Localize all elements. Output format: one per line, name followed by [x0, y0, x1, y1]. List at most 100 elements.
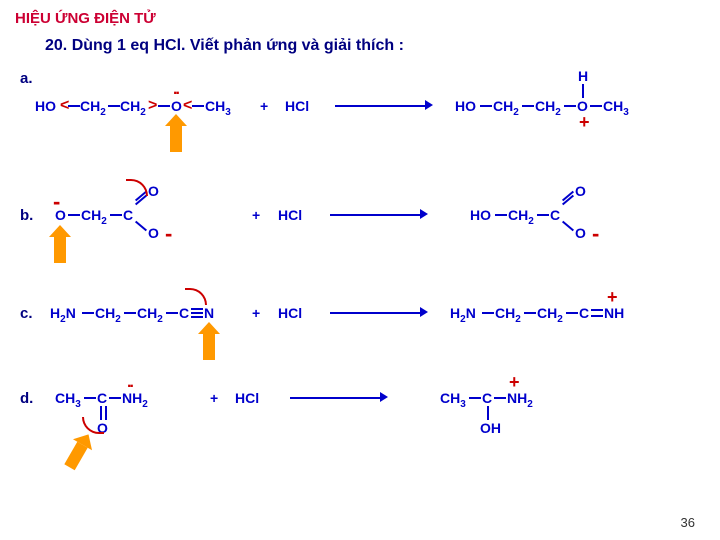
c-l-n: N	[204, 305, 214, 321]
b-r-b2	[537, 214, 549, 216]
a-r-b2	[522, 105, 534, 107]
a-lone-pair: ..	[173, 81, 178, 99]
d-l-ch3: CH3	[55, 390, 81, 410]
a-r-ch2-2: CH2	[535, 98, 561, 118]
c-l-c: C	[179, 305, 189, 321]
b-r-o-top: O	[575, 183, 586, 199]
b-r-so	[562, 221, 574, 232]
c-b3	[166, 312, 178, 314]
d-r-b1	[469, 397, 481, 399]
a-left-ch2-1: CH2	[80, 98, 106, 118]
label-d: d.	[20, 390, 33, 407]
d-orange-arrow	[64, 442, 87, 471]
b-b1	[68, 214, 80, 216]
c-l-ch2-1: CH2	[95, 305, 121, 325]
c-l-h2n: H2N	[50, 305, 76, 325]
c-r-h2n: H2N	[450, 305, 476, 325]
b-arrow-head	[420, 209, 428, 219]
d-b2	[109, 397, 121, 399]
b-l-o: O	[55, 207, 66, 223]
a-plus: +	[260, 98, 268, 114]
label-c: c.	[20, 305, 33, 322]
a-left-ch3: CH3	[205, 98, 231, 118]
a-mark2: >	[148, 97, 157, 115]
b-l-c: C	[123, 207, 133, 223]
b-r-minus: -	[592, 221, 599, 247]
a-orange-arrow	[170, 126, 182, 152]
d-r-plus: +	[509, 372, 520, 393]
c-hcl: HCl	[278, 305, 302, 321]
d-r-b2	[494, 397, 506, 399]
d-curve	[82, 417, 104, 434]
c-r-b2	[524, 312, 536, 314]
label-b: b.	[20, 207, 33, 224]
b-l-o-top: O	[148, 183, 159, 199]
d-arrow-head	[380, 392, 388, 402]
c-arrow-head	[420, 307, 428, 317]
c-r-plusmark: +	[607, 287, 618, 308]
d-r-v	[487, 406, 489, 420]
a-left-ho: HO	[35, 98, 56, 114]
d-r-c: C	[482, 390, 492, 406]
c-b1	[82, 312, 94, 314]
a-r-b1	[480, 105, 492, 107]
b-l-o-bot: O	[148, 225, 159, 241]
b-b2	[110, 214, 122, 216]
c-arrow	[330, 312, 420, 314]
d-l-nh2: NH2	[122, 390, 148, 410]
row-b: b. - O CH2 C O O - + HCl HO CH2 C O O -	[0, 185, 720, 285]
b-plus: +	[252, 207, 260, 223]
c-r-c: C	[579, 305, 589, 321]
d-b1	[84, 397, 96, 399]
d-l-c: C	[97, 390, 107, 406]
b-r-c: C	[550, 207, 560, 223]
c-l-ch2-2: CH2	[137, 305, 163, 325]
a-r-ho: HO	[455, 98, 476, 114]
c-r-db2	[591, 315, 603, 317]
d-arrow	[290, 397, 380, 399]
c-r-b3	[566, 312, 578, 314]
c-r-b1	[482, 312, 494, 314]
a-bond3	[158, 105, 170, 107]
c-b2	[124, 312, 136, 314]
a-hcl: HCl	[285, 98, 309, 114]
a-r-h: H	[578, 68, 588, 84]
question-text: 20. Dùng 1 eq HCl. Viết phản ứng và giải…	[0, 27, 720, 65]
c-plus: +	[252, 305, 260, 321]
a-bond2	[108, 105, 120, 107]
a-r-b4	[590, 105, 602, 107]
d-plus: +	[210, 390, 218, 406]
a-r-ch2-1: CH2	[493, 98, 519, 118]
b-arrow	[330, 214, 420, 216]
b-l-ch2: CH2	[81, 207, 107, 227]
c-r-db1	[591, 309, 603, 311]
row-d: d. CH3 C .. NH2 O + HCl CH3 C NH2 + OH	[0, 375, 720, 470]
b-r-ch2: CH2	[508, 207, 534, 227]
c-r-ch2-1: CH2	[495, 305, 521, 325]
b-b-so	[135, 221, 147, 232]
c-tb3	[191, 316, 203, 318]
b-orange-arrow	[54, 237, 66, 263]
row-c: c. H2N CH2 CH2 C N + HCl H2N CH2 CH2 C N…	[0, 290, 720, 380]
c-curve	[185, 288, 207, 305]
c-tb1	[191, 308, 203, 310]
b-minus-bot: -	[165, 221, 172, 247]
page-header: HIỆU ỨNG ĐIỆN TỬ	[0, 0, 720, 27]
d-r-oh: OH	[480, 420, 501, 436]
a-bond4	[192, 105, 204, 107]
c-tb2	[191, 312, 203, 314]
a-left-o: O	[171, 98, 182, 114]
b-r-o-bot: O	[575, 225, 586, 241]
a-r-b3	[564, 105, 576, 107]
page-number: 36	[681, 515, 695, 530]
row-a: a. HO < CH2 CH2 > .. O < CH3 + HCl HO CH…	[0, 70, 720, 170]
b-curve	[126, 179, 148, 196]
d-r-ch3: CH3	[440, 390, 466, 410]
b-r-b1	[495, 214, 507, 216]
b-hcl: HCl	[278, 207, 302, 223]
a-mark3: <	[183, 97, 192, 115]
a-r-plus: +	[579, 112, 590, 133]
d-dv2	[105, 406, 107, 420]
b-r-ho: HO	[470, 207, 491, 223]
a-arrow	[335, 105, 425, 107]
